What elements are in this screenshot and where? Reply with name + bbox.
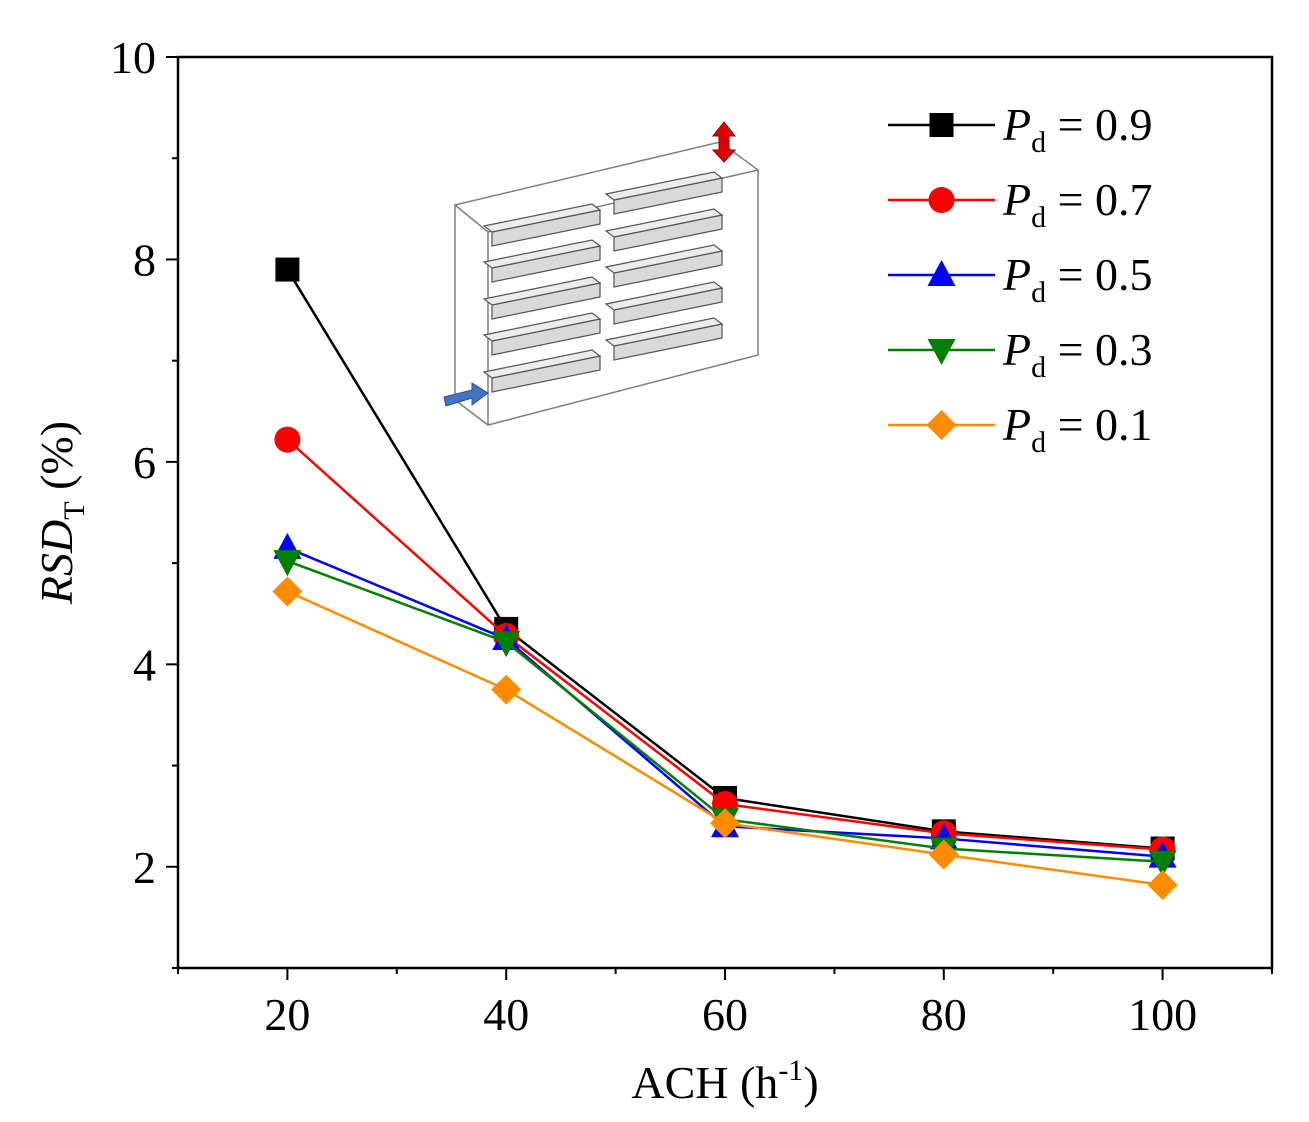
legend-marker [928, 187, 955, 213]
x-tick-label: 60 [702, 989, 748, 1040]
data-point [272, 576, 303, 607]
legend-marker [929, 113, 954, 137]
legend-entry: Pd = 0.5 [888, 249, 1153, 309]
y-axis-label: RSDT (%) [31, 421, 91, 605]
inset-slab-top [604, 244, 724, 274]
data-point [275, 257, 300, 282]
data-point [710, 808, 740, 839]
inset-slab-top [482, 203, 602, 233]
legend: Pd = 0.9 Pd = 0.7 Pd = 0.5 Pd = 0.3 Pd = 0.1 [888, 99, 1153, 459]
data-point [928, 839, 959, 870]
data-point [273, 550, 302, 577]
inset-slab-top [482, 312, 602, 342]
axes: 2 4 6 8 10 20 40 60 80 100 ACH (h-1) RSDT (%) [31, 32, 1274, 1108]
x-tick-label: 20 [264, 989, 310, 1040]
inset-slab-top [482, 239, 602, 269]
inset-slab-top [482, 276, 602, 306]
inset-diagram [443, 121, 759, 426]
legend-entry: Pd = 0.7 [888, 174, 1153, 234]
inset-slab-top [604, 317, 724, 347]
inset-slab-top [604, 281, 724, 311]
legend-label: Pd = 0.1 [1002, 399, 1153, 459]
y-tick-label: 6 [133, 437, 156, 488]
x-axis-label: ACH (h-1) [631, 1054, 818, 1108]
series-1 [274, 426, 1176, 863]
inset-slab-top [482, 349, 602, 379]
legend-entry: Pd = 0.3 [888, 324, 1153, 384]
legend-label: Pd = 0.9 [1002, 99, 1153, 159]
data-point [1148, 850, 1177, 877]
legend-label: Pd = 0.5 [1002, 249, 1153, 309]
inset-slab-top [604, 171, 724, 201]
y-tick-label: 8 [133, 234, 156, 285]
legend-marker [927, 339, 956, 365]
y-tick-label: 4 [133, 639, 156, 690]
legend-label: Pd = 0.7 [1002, 174, 1153, 234]
data-point [274, 426, 301, 453]
legend-entry: Pd = 0.9 [888, 99, 1153, 159]
legend-entry: Pd = 0.1 [888, 399, 1153, 459]
x-tick-label: 80 [921, 989, 967, 1040]
legend-marker [927, 260, 956, 286]
legend-marker [926, 410, 957, 440]
series-4 [272, 576, 1178, 900]
series [272, 257, 1178, 900]
y-tick-label: 2 [133, 842, 156, 893]
legend-label: Pd = 0.3 [1002, 324, 1153, 384]
y-tick-label: 10 [110, 32, 156, 83]
data-point [492, 631, 521, 658]
x-tick-label: 40 [483, 989, 529, 1040]
outlet-arrow-icon [711, 121, 737, 163]
data-point [491, 674, 522, 705]
x-tick-label: 100 [1128, 989, 1197, 1040]
data-point [1147, 869, 1178, 900]
inlet-arrow-icon [443, 382, 489, 407]
inset-slab-top [604, 208, 724, 238]
